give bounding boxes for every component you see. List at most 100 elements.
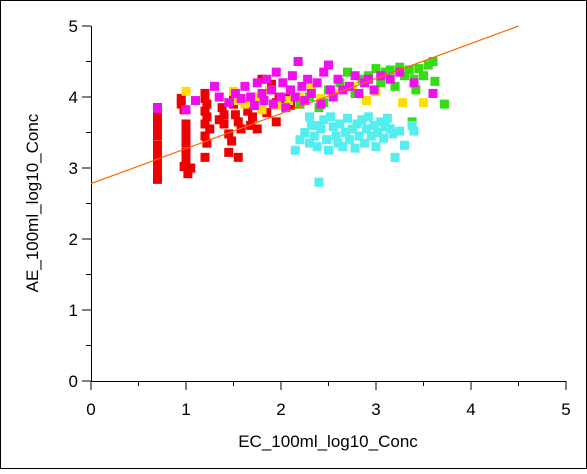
data-point [219,119,229,129]
data-point [243,106,253,116]
data-point [362,124,371,134]
data-point [363,112,373,122]
data-point [400,71,409,81]
data-point [376,71,386,81]
data-point [395,67,405,77]
data-point [373,128,383,137]
data-point [333,138,343,148]
data-point [295,92,305,102]
y-axis-label: AE_100ml_log10_Conc [23,113,42,292]
data-point [385,65,395,75]
data-point [181,147,191,157]
data-point [153,145,162,155]
data-point [186,163,196,173]
data-point [246,92,256,102]
y-tick-label: 2 [69,230,78,249]
data-point [181,119,191,129]
data-point [400,140,409,150]
data-point [376,78,386,88]
data-point [181,86,191,96]
data-point [419,71,428,81]
data-point [381,122,390,132]
data-point [395,62,405,72]
data-point [281,103,291,113]
data-point [181,124,191,134]
data-point [352,119,362,129]
data-point [240,99,250,109]
data-point [295,99,305,109]
data-point [224,147,234,157]
data-point [409,126,419,136]
data-point [319,115,329,125]
data-point [347,124,357,134]
data-point [202,138,212,148]
data-point [230,110,240,120]
data-point [428,57,438,66]
data-point [153,150,162,160]
data-point [210,81,219,91]
plot-marks [90,25,519,187]
data-point [181,156,191,166]
data-point [354,131,364,141]
data-point [153,174,162,184]
data-point [181,105,191,115]
data-point [200,131,210,141]
data-point [362,96,371,106]
data-point [200,119,210,129]
data-point [153,140,162,150]
data-point [343,67,352,77]
data-point [314,177,324,187]
data-point [305,138,314,148]
data-point [319,67,329,77]
data-point [257,88,267,98]
x-tick-label: 2 [276,400,285,419]
data-point [271,117,281,127]
data-point [219,110,229,120]
data-point [382,113,392,123]
data-point [360,138,370,148]
data-point [230,88,240,98]
data-point [385,74,395,84]
data-point [325,112,335,122]
x-axis-label: EC_100ml_log10_Conc [238,432,418,451]
x-tick-label: 3 [371,400,380,419]
data-point [369,120,379,130]
data-point [200,106,210,116]
data-point [324,145,333,155]
data-point [153,131,162,141]
data-point [200,88,210,98]
data-point [202,112,212,122]
x-tick-label: 1 [181,400,190,419]
data-point [305,112,314,122]
data-point [252,124,262,134]
data-point [306,120,316,130]
data-point [181,131,191,141]
data-point [214,92,224,102]
data-point [430,76,440,86]
data-point [295,135,305,145]
data-point [153,103,162,113]
data-point [224,129,234,139]
data-point [278,78,288,88]
data-point [200,152,210,162]
data-point [325,85,335,95]
data-point [371,142,381,152]
data-point [284,96,294,106]
data-point [344,135,354,145]
data-point [363,74,373,84]
data-point [290,92,300,102]
data-point [357,115,367,125]
data-point [290,145,300,155]
data-point [286,101,295,111]
data-point [268,99,278,109]
axis-ticks: 0 1 2 3 4 5 0 1 2 3 4 5 [69,17,571,419]
y-tick-label: 5 [69,17,78,36]
data-point [306,88,316,98]
data-point [176,99,186,109]
data-point [409,78,419,88]
data-point [371,64,381,74]
data-point [341,128,351,137]
data-point [303,74,313,84]
data-point [350,71,360,81]
